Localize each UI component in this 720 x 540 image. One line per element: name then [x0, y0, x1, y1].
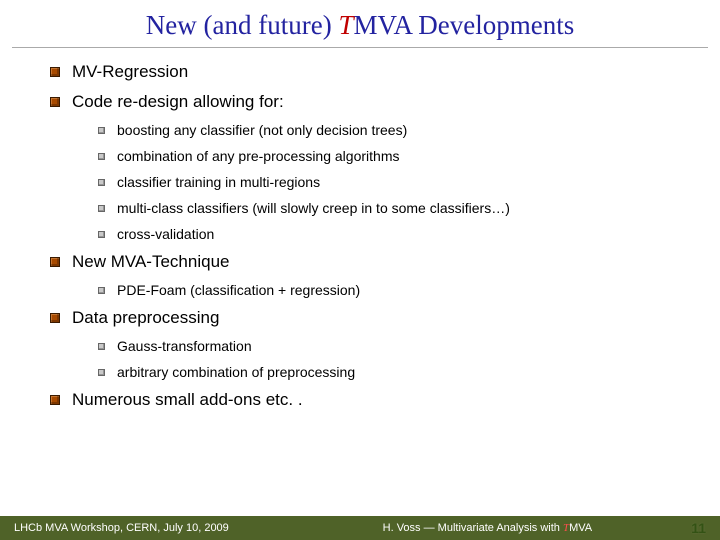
item-text: Code re-design allowing for:	[72, 92, 284, 112]
small-square-bullet-icon	[98, 127, 105, 134]
slide-title: New (and future) TMVA Developments	[12, 10, 708, 41]
title-pre: New (and future)	[146, 10, 339, 40]
list-subitem: boosting any classifier (not only decisi…	[50, 122, 720, 138]
footer-center: H. Voss ― Multivariate Analysis with TMV…	[229, 522, 706, 534]
item-text: New MVA-Technique	[72, 252, 229, 272]
list-subitem: arbitrary combination of preprocessing	[50, 364, 720, 380]
item-text: Data preprocessing	[72, 308, 219, 328]
list-subitem: Gauss-transformation	[50, 338, 720, 354]
small-square-bullet-icon	[98, 231, 105, 238]
subitem-text: PDE-Foam (classification + regression)	[117, 282, 360, 298]
list-item: Code re-design allowing for:	[50, 92, 720, 112]
slide-footer: LHCb MVA Workshop, CERN, July 10, 2009 H…	[0, 516, 720, 540]
small-square-bullet-icon	[98, 343, 105, 350]
slide-body: MV-Regression Code re-design allowing fo…	[0, 48, 720, 410]
title-post: MVA Developments	[353, 10, 574, 40]
item-text: MV-Regression	[72, 62, 188, 82]
square-bullet-icon	[50, 97, 60, 107]
footer-center-pre: H. Voss ― Multivariate Analysis with	[383, 522, 563, 534]
small-square-bullet-icon	[98, 153, 105, 160]
list-item: Numerous small add-ons etc. .	[50, 390, 720, 410]
square-bullet-icon	[50, 67, 60, 77]
subitem-text: arbitrary combination of preprocessing	[117, 364, 355, 380]
small-square-bullet-icon	[98, 287, 105, 294]
subitem-text: boosting any classifier (not only decisi…	[117, 122, 407, 138]
item-text: Numerous small add-ons etc. .	[72, 390, 303, 410]
list-item: New MVA-Technique	[50, 252, 720, 272]
list-subitem: combination of any pre-processing algori…	[50, 148, 720, 164]
list-item: MV-Regression	[50, 62, 720, 82]
list-subitem: classifier training in multi-regions	[50, 174, 720, 190]
title-bar: New (and future) TMVA Developments	[12, 0, 708, 48]
square-bullet-icon	[50, 395, 60, 405]
title-t: T	[338, 10, 353, 40]
list-subitem: multi-class classifiers (will slowly cre…	[50, 200, 720, 216]
subitem-text: combination of any pre-processing algori…	[117, 148, 399, 164]
list-subitem: cross-validation	[50, 226, 720, 242]
footer-left: LHCb MVA Workshop, CERN, July 10, 2009	[14, 522, 229, 534]
list-subitem: PDE-Foam (classification + regression)	[50, 282, 720, 298]
square-bullet-icon	[50, 257, 60, 267]
list-item: Data preprocessing	[50, 308, 720, 328]
subitem-text: classifier training in multi-regions	[117, 174, 320, 190]
small-square-bullet-icon	[98, 369, 105, 376]
small-square-bullet-icon	[98, 205, 105, 212]
subitem-text: multi-class classifiers (will slowly cre…	[117, 200, 510, 216]
slide: New (and future) TMVA Developments MV-Re…	[0, 0, 720, 540]
page-number: 11	[691, 520, 706, 536]
square-bullet-icon	[50, 313, 60, 323]
footer-center-post: MVA	[569, 522, 592, 534]
small-square-bullet-icon	[98, 179, 105, 186]
subitem-text: Gauss-transformation	[117, 338, 252, 354]
subitem-text: cross-validation	[117, 226, 214, 242]
